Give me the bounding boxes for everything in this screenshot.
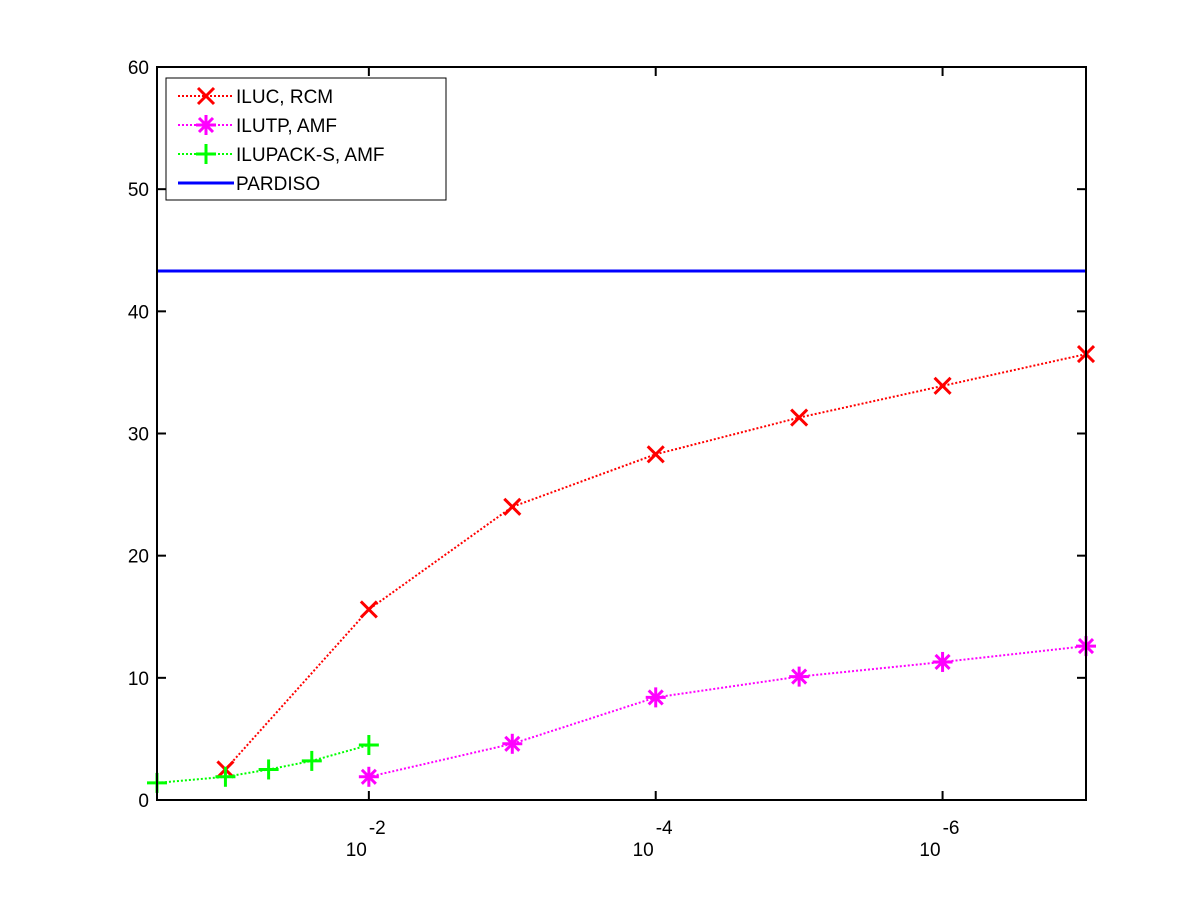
- x-tick-label-exponent: -4: [656, 818, 673, 839]
- legend-entry-label: PARDISO: [236, 174, 320, 195]
- data-point-marker: [933, 376, 952, 395]
- x-tick-label-base: 10: [346, 840, 367, 861]
- legend: ILUC, RCM ILUTP, AMF ILUPACK-S, AMF PARDISO: [165, 77, 447, 201]
- y-tick-label: 50: [128, 180, 149, 201]
- data-point-marker: [359, 600, 378, 619]
- legend-entry-label: ILUC, RCM: [236, 87, 333, 108]
- y-tick-label: 20: [128, 547, 149, 568]
- y-tick-label: 10: [128, 669, 149, 690]
- data-point-marker: [790, 408, 809, 427]
- x-tick-label-base: 10: [633, 840, 654, 861]
- data-point-marker: [647, 689, 664, 706]
- y-tick-label: 0: [138, 791, 149, 812]
- x-tick-label-exponent: -2: [369, 818, 386, 839]
- data-point-marker: [646, 445, 665, 464]
- legend-marker: [196, 86, 216, 106]
- x-tick-label-exponent: -6: [943, 818, 960, 839]
- data-point-marker: [503, 497, 522, 516]
- data-point-marker: [360, 768, 377, 785]
- plot-frame: [156, 66, 1087, 801]
- data-point-marker: [791, 668, 808, 685]
- legend-entry-label: ILUPACK-S, AMF: [236, 145, 385, 166]
- legend-box: [165, 77, 447, 201]
- x-tick-label-base: 10: [919, 840, 940, 861]
- legend-marker: [197, 116, 215, 134]
- data-point-marker: [934, 653, 951, 671]
- legend-entry-label: ILUTP, AMF: [236, 116, 337, 137]
- y-tick-label: 60: [128, 58, 149, 79]
- y-tick-label: 30: [128, 425, 149, 446]
- y-tick-label: 40: [128, 302, 149, 323]
- data-point-marker: [504, 735, 521, 752]
